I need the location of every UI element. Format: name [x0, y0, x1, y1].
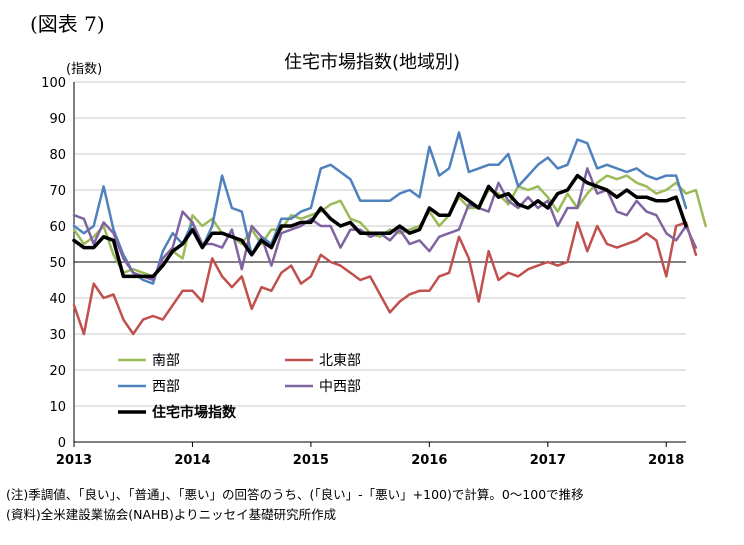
y-tick-label: 100 — [41, 76, 66, 91]
y-tick-label: 0 — [58, 436, 66, 451]
x-tick-label: 2014 — [174, 453, 210, 468]
y-tick-label: 90 — [49, 112, 66, 127]
y-tick-label: 60 — [49, 220, 66, 235]
y-axis-unit-label: (指数) — [66, 62, 103, 77]
y-tick-label: 40 — [49, 292, 66, 307]
line-chart: 0 10 20 30 40 50 60 70 80 90 100 2013 2014 2015 2016 20… — [41, 76, 707, 468]
series-line — [72, 174, 707, 278]
series-line — [72, 167, 698, 282]
x-tick-label: 2013 — [56, 453, 92, 468]
legend-label: 中西部 — [319, 379, 361, 395]
x-tick-label: 2017 — [530, 453, 566, 468]
y-tick-label: 50 — [49, 256, 66, 271]
legend-label: 北東部 — [319, 353, 361, 369]
legend-label: 西部 — [152, 379, 180, 395]
note-text: (注)季調値、「良い」、「普通」、「悪い」の回答のうち、(「良い」-「悪い」+1… — [6, 487, 584, 502]
x-tick-label: 2015 — [293, 453, 329, 468]
x-tick-label: 2016 — [411, 453, 447, 468]
y-tick-label: 80 — [49, 148, 66, 163]
legend-label: 住宅市場指数 — [152, 404, 237, 421]
source-text: (資料)全米建設業協会(NAHB)よりニッセイ基礎研究所作成 — [6, 507, 337, 522]
y-tick-label: 70 — [49, 184, 66, 199]
x-tick-label: 2018 — [648, 453, 684, 468]
y-tick-label: 30 — [49, 328, 66, 343]
figure-label: (図表 7) — [30, 12, 105, 36]
legend-label: 南部 — [152, 353, 180, 369]
y-tick-label: 10 — [49, 400, 66, 415]
series-line — [72, 221, 698, 336]
y-tick-label: 20 — [49, 364, 66, 379]
series-line — [72, 173, 688, 279]
chart-title: 住宅市場指数(地域別) — [283, 52, 461, 73]
